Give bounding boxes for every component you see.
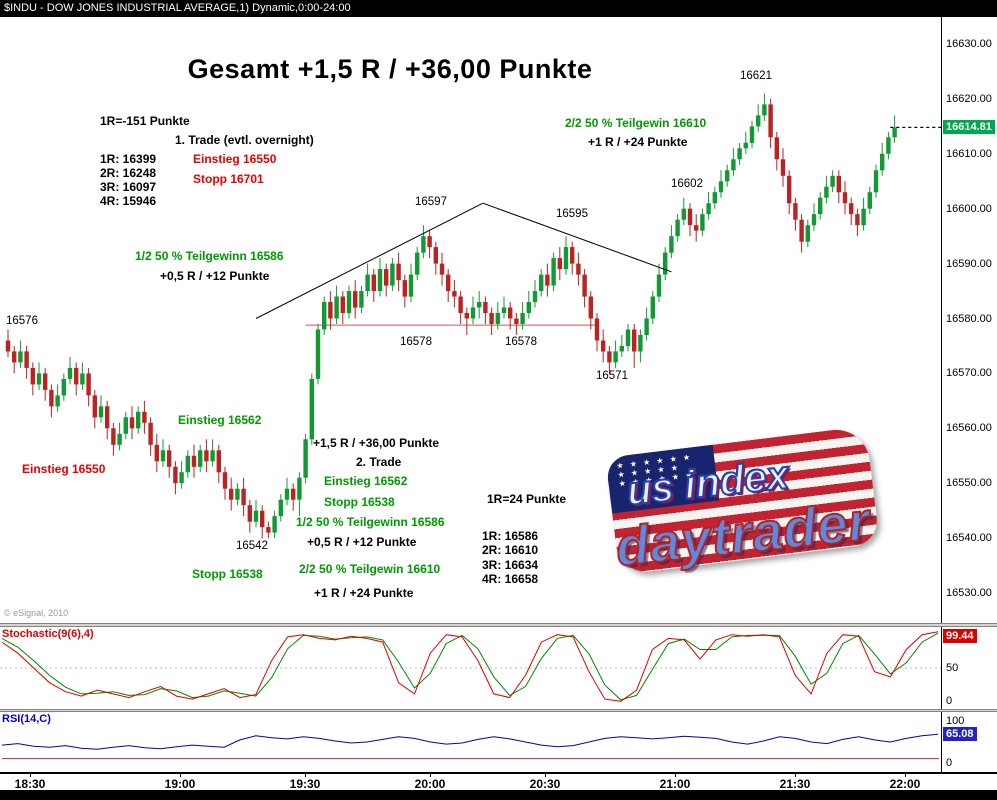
time-axis-tick	[30, 774, 31, 777]
bottom-bar	[0, 790, 997, 800]
price-axis-label: 16570.00	[946, 367, 992, 380]
time-axis-label: 19:00	[164, 777, 196, 791]
price-chart-area[interactable]: ★ ★ ★ ★ ★ ★ ★ ★ ★ ★ ★ ★ ★ ★ ★ ★ ★ us ind…	[0, 17, 941, 623]
rsi-axis-label: 0	[946, 757, 953, 769]
time-axis-tick	[905, 774, 906, 777]
price-axis-label: 16590.00	[946, 257, 992, 270]
time-axis-tick	[180, 774, 181, 777]
time-axis-label: 22:00	[889, 777, 921, 791]
chart-symbol-title: $INDU - DOW JONES INDUSTRIAL AVERAGE,1) …	[4, 2, 351, 14]
time-axis-tick	[305, 774, 306, 777]
stochastic-chart[interactable]	[0, 627, 941, 709]
panel-splitter[interactable]	[0, 709, 997, 712]
stochastic-axis[interactable]: 99.44 50 0	[941, 627, 997, 709]
stochastic-axis-label: 50	[946, 662, 959, 674]
rsi-chart[interactable]	[0, 712, 941, 772]
title-bar: $INDU - DOW JONES INDUSTRIAL AVERAGE,1) …	[0, 0, 997, 17]
price-axis-label: 16540.00	[946, 532, 992, 545]
time-axis-label: 21:00	[659, 777, 691, 791]
stochastic-panel: Stochastic(9(6),4) 99.44 50 0	[0, 627, 997, 709]
price-axis-label: 16550.00	[946, 477, 992, 490]
rsi-value-badge: 65.08	[943, 727, 977, 742]
price-axis-label: 16620.00	[946, 92, 992, 105]
time-axis-label: 19:30	[289, 777, 321, 791]
stochastic-label: Stochastic(9(6),4)	[2, 628, 94, 640]
rsi-panel: RSI(14,C) 65.08 100 0	[0, 712, 997, 772]
candlestick-chart[interactable]	[0, 17, 941, 623]
time-axis-label: 20:00	[414, 777, 446, 791]
time-axis-tick	[545, 774, 546, 777]
time-axis-label: 18:30	[14, 777, 46, 791]
stochastic-value-badge: 99.44	[943, 629, 977, 643]
price-axis[interactable]: 16614.81 16630.00 16620.00 16610.00 16600.0…	[941, 17, 997, 623]
time-axis-label: 20:30	[529, 777, 561, 791]
stochastic-axis-label: 0	[946, 695, 953, 707]
price-axis-label: 16600.00	[946, 202, 992, 215]
price-axis-label: 16530.00	[946, 587, 992, 599]
rsi-axis-label: 100	[946, 715, 965, 727]
price-axis-label: 16580.00	[946, 312, 992, 325]
price-axis-label: 16610.00	[946, 147, 992, 160]
brand-logo: ★ ★ ★ ★ ★ ★ ★ ★ ★ ★ ★ ★ ★ ★ ★ ★ ★ us ind…	[594, 417, 912, 598]
time-axis-tick	[675, 774, 676, 777]
rsi-axis[interactable]: 65.08 100 0	[941, 712, 997, 772]
main-price-panel: ★ ★ ★ ★ ★ ★ ★ ★ ★ ★ ★ ★ ★ ★ ★ ★ ★ us ind…	[0, 17, 997, 623]
stochastic-chart-area[interactable]: Stochastic(9(6),4)	[0, 627, 941, 709]
time-axis-label: 21:30	[779, 777, 811, 791]
rsi-chart-area[interactable]: RSI(14,C)	[0, 712, 941, 772]
price-axis-label: 16630.00	[946, 38, 992, 50]
price-axis-label: 16560.00	[946, 422, 992, 435]
time-axis-tick	[795, 774, 796, 777]
last-price-badge: 16614.81	[943, 120, 995, 135]
time-axis[interactable]: 18:30 19:00 19:30 20:00 20:30 21:00 21:30 22:00	[0, 772, 997, 791]
time-axis-tick	[430, 774, 431, 777]
panel-splitter[interactable]	[0, 623, 997, 627]
rsi-label: RSI(14,C)	[2, 713, 51, 725]
